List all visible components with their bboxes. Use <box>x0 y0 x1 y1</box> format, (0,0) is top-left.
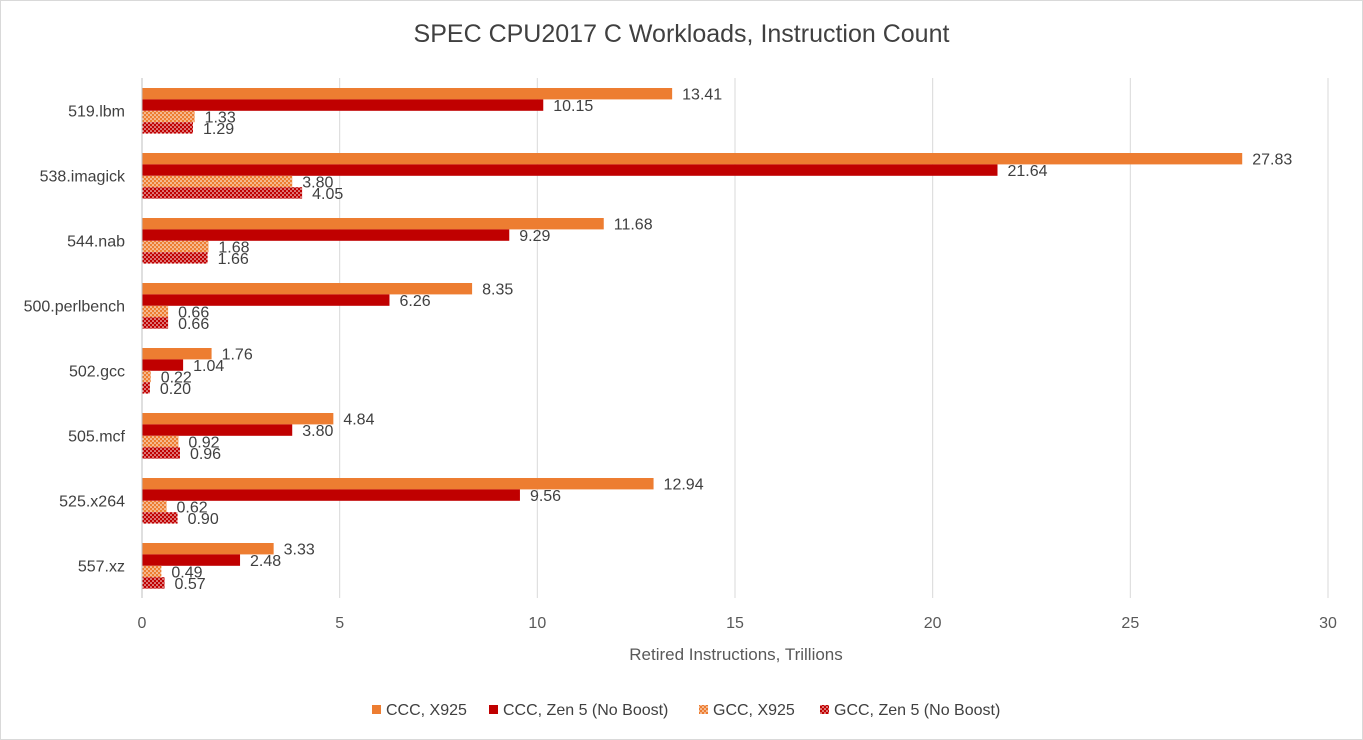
bar-500.perlbench-series-2 <box>142 294 390 306</box>
legend-label: CCC, Zen 5 (No Boost) <box>503 702 668 719</box>
data-label: 3.80 <box>302 175 333 192</box>
bar-557.xz-series-2 <box>142 554 241 566</box>
data-label: 0.57 <box>175 576 206 593</box>
data-label: 6.26 <box>399 293 430 310</box>
data-label: 21.64 <box>1008 163 1048 180</box>
bar-519.lbm-series-2 <box>142 99 544 111</box>
data-label: 10.15 <box>553 98 593 115</box>
bar-538.imagick-series-4 <box>142 187 303 199</box>
data-label: 0.49 <box>171 565 202 582</box>
data-label: 3.33 <box>284 542 315 559</box>
bar-519.lbm-series-1 <box>142 88 673 100</box>
bar-557.xz-series-1 <box>142 543 274 555</box>
category-label: 505.mcf <box>68 429 125 446</box>
data-label: 27.83 <box>1252 152 1292 169</box>
data-label: 2.48 <box>250 553 281 570</box>
legend-swatch-series-1 <box>372 705 381 714</box>
data-label: 0.96 <box>190 446 221 463</box>
category-label: 519.lbm <box>68 104 125 121</box>
bar-519.lbm-series-4 <box>142 122 193 134</box>
bar-544.nab-series-2 <box>142 229 510 241</box>
category-label: 500.perlbench <box>24 299 125 316</box>
bar-525.x264-series-3 <box>142 500 167 513</box>
bar-500.perlbench-series-3 <box>142 305 169 318</box>
chart-title: SPEC CPU2017 C Workloads, Instruction Co… <box>413 20 950 48</box>
data-label: 4.05 <box>312 186 343 203</box>
data-label: 0.20 <box>160 381 191 398</box>
data-label: 0.66 <box>178 316 209 333</box>
data-label: 1.66 <box>218 251 249 268</box>
bar-525.x264-series-2 <box>142 489 520 501</box>
legend-label: GCC, Zen 5 (No Boost) <box>834 702 1000 719</box>
data-label: 0.22 <box>161 370 192 387</box>
category-label: 525.x264 <box>59 494 125 511</box>
bar-538.imagick-series-3 <box>142 175 293 188</box>
x-tick-label: 25 <box>1121 615 1139 632</box>
data-label: 0.92 <box>188 435 219 452</box>
bar-505.mcf-series-2 <box>142 424 293 436</box>
legend-swatch-series-3 <box>699 705 708 714</box>
data-label: 9.56 <box>530 488 561 505</box>
legend-swatch-series-4 <box>820 705 829 714</box>
bar-500.perlbench-series-4 <box>142 317 169 329</box>
x-tick-label: 20 <box>924 615 942 632</box>
bar-538.imagick-series-1 <box>142 153 1243 165</box>
bar-557.xz-series-3 <box>142 565 162 578</box>
bar-557.xz-series-4 <box>142 577 165 589</box>
data-label: 4.84 <box>343 412 374 429</box>
bar-519.lbm-series-3 <box>142 110 195 123</box>
legend-swatch-series-2 <box>489 705 498 714</box>
bar-544.nab-series-4 <box>142 252 208 264</box>
bar-505.mcf-series-3 <box>142 435 179 448</box>
category-label: 544.nab <box>67 234 125 251</box>
bar-502.gcc-series-4 <box>142 382 150 394</box>
data-label: 13.41 <box>682 87 722 104</box>
x-tick-label: 30 <box>1319 615 1337 632</box>
category-label: 557.xz <box>78 559 125 576</box>
bar-505.mcf-series-1 <box>142 413 334 425</box>
bar-500.perlbench-series-1 <box>142 283 473 295</box>
data-label: 12.94 <box>664 477 704 494</box>
data-label: 0.66 <box>178 305 209 322</box>
x-tick-label: 15 <box>726 615 744 632</box>
data-label: 1.76 <box>222 347 253 364</box>
bar-505.mcf-series-4 <box>142 447 180 459</box>
bar-525.x264-series-4 <box>142 512 178 524</box>
bar-525.x264-series-1 <box>142 478 654 490</box>
category-label: 538.imagick <box>40 169 126 186</box>
bar-502.gcc-series-2 <box>142 359 184 371</box>
x-tick-label: 5 <box>335 615 344 632</box>
data-label: 3.80 <box>302 423 333 440</box>
bar-538.imagick-series-2 <box>142 164 998 176</box>
data-label: 0.90 <box>188 511 219 528</box>
data-label: 1.04 <box>193 358 224 375</box>
legend-label: GCC, X925 <box>713 702 795 719</box>
data-label: 11.68 <box>614 217 653 234</box>
bar-502.gcc-series-3 <box>142 370 151 383</box>
data-label: 1.29 <box>203 121 234 138</box>
legend-label: CCC, X925 <box>386 702 467 719</box>
data-label: 0.62 <box>177 500 208 517</box>
category-label: 502.gcc <box>69 364 125 381</box>
bar-544.nab-series-1 <box>142 218 604 230</box>
x-axis-title: Retired Instructions, Trillions <box>629 645 843 664</box>
data-label: 1.68 <box>218 240 249 257</box>
x-tick-label: 0 <box>138 615 147 632</box>
bar-502.gcc-series-1 <box>142 348 212 360</box>
x-tick-label: 10 <box>528 615 546 632</box>
bar-544.nab-series-3 <box>142 240 209 253</box>
data-label: 1.33 <box>205 110 236 127</box>
data-label: 9.29 <box>519 228 550 245</box>
data-label: 8.35 <box>482 282 513 299</box>
